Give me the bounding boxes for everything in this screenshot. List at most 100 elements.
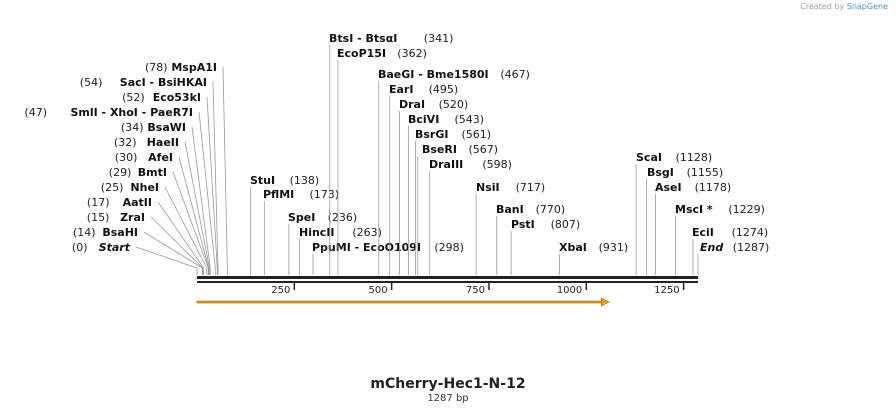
site-name-spei: SpeI <box>288 211 315 224</box>
site-position-bcivi: (543) <box>455 113 485 126</box>
site-position-smli-xhoi-paer7i: (47) <box>24 106 47 119</box>
site-position-pflmi: (173) <box>310 188 340 201</box>
site-leader-bsahi <box>143 231 203 269</box>
site-position-ecop15i: (362) <box>397 47 427 60</box>
plasmid-length: 1287 bp <box>427 393 469 404</box>
site-position-msci: (1229) <box>728 203 765 216</box>
site-position-nsii: (717) <box>516 181 546 194</box>
site-position-bseri: (567) <box>469 143 499 156</box>
site-name-psti: PstI <box>511 218 535 231</box>
site-position-haeii: (32) <box>114 136 137 149</box>
snapgene-logo: SnapGene <box>846 2 888 11</box>
site-name-draiii: DraIII <box>429 158 463 171</box>
axis-tick-label: 1250 <box>654 285 679 296</box>
site-position-start: (0) <box>72 241 88 254</box>
site-leader-eco53ki <box>206 96 218 269</box>
site-position-end: (1287) <box>733 241 770 254</box>
site-position-scai: (1128) <box>676 151 713 164</box>
site-name-mspa1i: MspA1I <box>171 61 217 74</box>
site-name-bsgi: BsgI <box>647 166 674 179</box>
site-name-end: End <box>700 241 723 254</box>
site-position-bani: (770) <box>536 203 566 216</box>
plasmid-name: mCherry-Hec1-N-12 <box>370 376 526 392</box>
site-name-aatii: AatII <box>123 196 152 209</box>
site-name-xbai: XbaI <box>559 241 587 254</box>
site-position-bmti: (29) <box>109 166 132 179</box>
site-position-btsi-bts-i: (341) <box>424 32 454 45</box>
site-position-ppumi-ecoo109i: (298) <box>434 241 464 254</box>
site-position-aatii: (17) <box>87 196 110 209</box>
site-position-afei: (30) <box>115 151 138 164</box>
site-name-smli-xhoi-paer7i: SmlI - XhoI - PaeR7I <box>70 106 193 119</box>
site-name-bsrgi: BsrGI <box>415 128 448 141</box>
site-name-nhei: NheI <box>130 181 159 194</box>
site-position-psti: (807) <box>551 218 581 231</box>
site-position-eari: (495) <box>429 83 459 96</box>
site-position-asei: (1178) <box>695 181 732 194</box>
site-leader-nhei <box>164 186 208 269</box>
site-position-drai: (520) <box>439 98 469 111</box>
site-name-bseri: BseRI <box>422 143 457 156</box>
site-name-baegi-bme1580i: BaeGI - Bme1580I <box>378 68 489 81</box>
backbone-top-strand <box>197 276 698 279</box>
site-position-baegi-bme1580i: (467) <box>500 68 530 81</box>
site-name-bsahi: BsaHI <box>102 226 138 239</box>
site-name-afei: AfeI <box>148 151 173 164</box>
site-name-ecii: EciI <box>692 226 714 239</box>
site-position-bsahi: (14) <box>73 226 96 239</box>
site-name-scai: ScaI <box>636 151 662 164</box>
site-position-draiii: (598) <box>482 158 512 171</box>
site-position-mspa1i: (78) <box>145 61 168 74</box>
site-position-stui: (138) <box>290 174 320 187</box>
feature-arrow-body <box>196 300 603 304</box>
site-position-bsawi: (34) <box>121 121 144 134</box>
site-name-eari: EarI <box>389 83 413 96</box>
site-position-spei: (236) <box>328 211 358 224</box>
site-leader-bsawi <box>191 126 211 269</box>
site-name-pflmi: PflMI <box>263 188 294 201</box>
site-position-hincii: (263) <box>352 226 382 239</box>
axis-tick-label: 1000 <box>557 285 582 296</box>
site-leader-saci-bsihkai <box>212 81 219 269</box>
sequence-map: 250 500 750 1000 1250 Start (0) BsaHI (14) ZraI (1… <box>24 32 770 307</box>
site-position-bsrgi: (561) <box>462 128 492 141</box>
site-position-saci-bsihkai: (54) <box>80 76 103 89</box>
axis-tick-label: 500 <box>369 285 388 296</box>
site-leader-zrai <box>150 216 204 269</box>
site-leader-start <box>135 246 198 269</box>
feature-arrow-head <box>600 297 610 307</box>
site-leader-mspa1i <box>222 66 228 269</box>
site-name-nsii: NsiI <box>476 181 500 194</box>
site-name-msci: MscI * <box>675 203 713 216</box>
site-name-hincii: HincII <box>299 226 335 239</box>
site-name-btsi-bts-i: BtsI - BtsαI <box>329 32 397 45</box>
site-position-eco53ki: (52) <box>122 91 145 104</box>
site-position-bsgi: (1155) <box>687 166 724 179</box>
site-name-start: Start <box>99 241 131 254</box>
backbone-bottom-strand <box>197 281 698 283</box>
site-leader-haeii <box>184 141 210 269</box>
site-name-ecop15i: EcoP15I <box>337 47 386 60</box>
site-leader-aatii <box>157 201 204 269</box>
site-name-asei: AseI <box>655 181 682 194</box>
snapgene-credit: Created by SnapGene <box>800 2 888 11</box>
site-position-xbai: (931) <box>599 241 629 254</box>
site-leader-afei <box>178 156 210 269</box>
site-name-ppumi-ecoo109i: PpuMI - EcoO109I <box>312 241 421 254</box>
site-name-saci-bsihkai: SacI - BsiHKAI <box>120 76 207 89</box>
credit-prefix: Created by <box>800 2 845 11</box>
site-name-eco53ki: Eco53kI <box>153 91 201 104</box>
site-name-drai: DraI <box>399 98 425 111</box>
site-name-stui: StuI <box>250 174 275 187</box>
site-leader-bmti <box>172 171 209 269</box>
site-name-bani: BanI <box>496 203 524 216</box>
site-position-nhei: (25) <box>101 181 124 194</box>
site-name-zrai: ZraI <box>120 211 145 224</box>
site-name-bsawi: BsaWI <box>147 121 186 134</box>
axis-tick-label: 750 <box>466 285 485 296</box>
site-name-haeii: HaeII <box>147 136 179 149</box>
site-name-bcivi: BciVI <box>408 113 439 126</box>
site-position-ecii: (1274) <box>732 226 769 239</box>
axis-tick-label: 250 <box>271 285 290 296</box>
site-leader-smli-xhoi-paer7i <box>198 111 216 269</box>
